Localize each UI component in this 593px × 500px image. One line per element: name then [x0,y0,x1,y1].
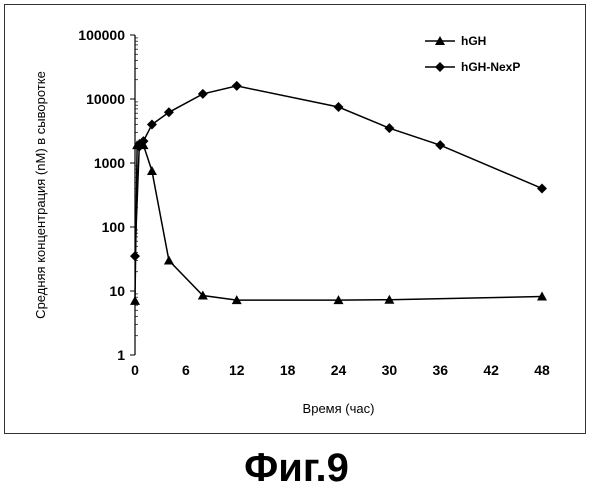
y-tick-label: 10000 [86,91,125,107]
y-tick-label: 1 [117,347,125,363]
data-point [435,140,445,150]
x-tick-label: 42 [483,362,499,378]
axes: 1 10 100 1000 10000 100000 0 6 12 18 24 30 36 42 48 [78,27,550,378]
data-point [537,183,547,193]
data-point [147,119,157,129]
data-point [232,81,242,91]
x-tick-label: 30 [382,362,398,378]
legend-marker [435,62,445,72]
y-axis-title: Средняя концентрация (nM) в сыворотке [33,71,48,319]
figure-caption: Фиг.9 [0,446,593,491]
x-tick-label: 36 [432,362,448,378]
y-tick-label: 10 [109,283,125,299]
series-line [135,144,542,301]
legend-label: hGH-NexP [461,60,520,74]
chart-frame: 1 10 100 1000 10000 100000 0 6 12 18 24 30 36 42 48 hG… [4,4,586,434]
data-point [130,251,140,261]
x-tick-label: 12 [229,362,245,378]
data-point [164,255,174,264]
x-tick-label: 24 [331,362,347,378]
y-tick-label: 100000 [78,27,125,43]
legend-label: hGH [461,34,486,48]
series-layer [130,81,547,305]
data-point [147,166,157,175]
y-tick-label: 100 [102,219,126,235]
x-tick-label: 48 [534,362,550,378]
x-axis-title: Время (час) [303,401,375,416]
series-hgh-nexp [130,81,547,261]
y-tick-label: 1000 [94,155,125,171]
data-point [164,107,174,117]
chart-svg: 1 10 100 1000 10000 100000 0 6 12 18 24 30 36 42 48 hG… [5,5,587,435]
x-tick-label: 0 [131,362,139,378]
data-point [198,89,208,99]
legend: hGH hGH-NexP [425,34,520,74]
data-point [334,102,344,112]
x-tick-label: 6 [182,362,190,378]
x-tick-label: 18 [280,362,296,378]
data-point [130,296,140,305]
data-point [384,123,394,133]
